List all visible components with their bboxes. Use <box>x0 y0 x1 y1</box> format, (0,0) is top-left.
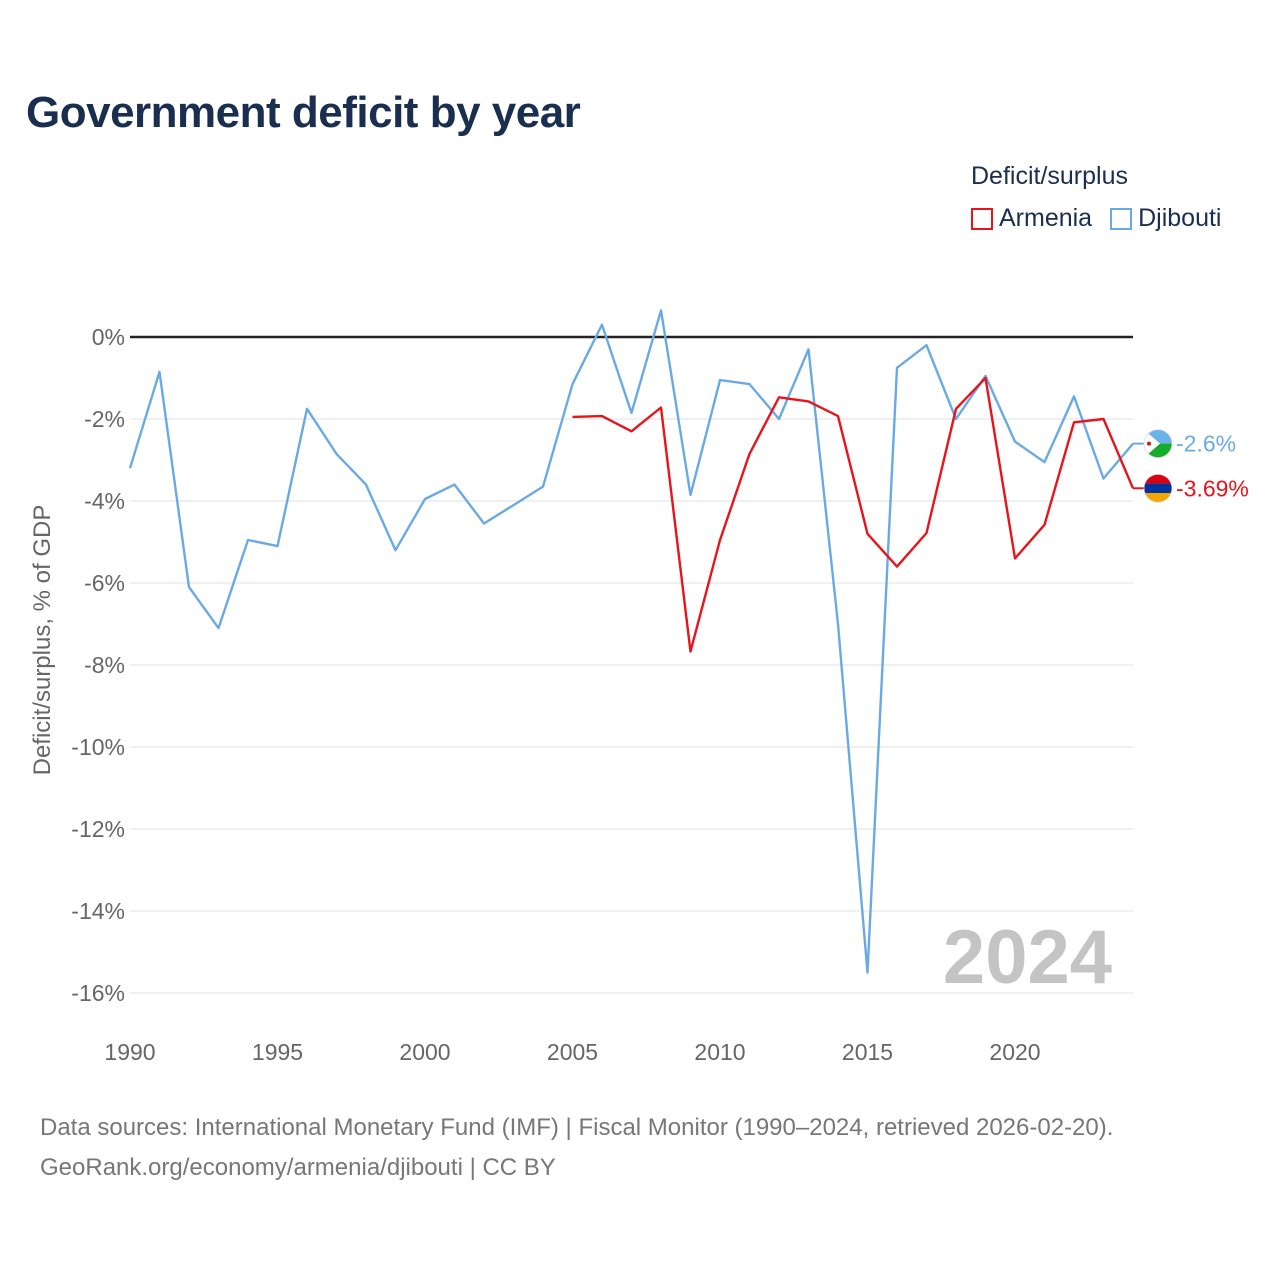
data-sources: Data sources: International Monetary Fun… <box>40 1108 1113 1188</box>
x-tick-labels: 1990 1995 2000 2005 2010 2015 2020 <box>104 1039 1040 1065</box>
chart-title: Government deficit by year <box>26 88 581 137</box>
x-tick-label: 1995 <box>252 1039 303 1065</box>
legend-title: Deficit/surplus <box>971 162 1128 190</box>
end-value-label-djibouti: -2.6% <box>1176 431 1236 457</box>
series-line-armenia <box>572 376 1135 653</box>
series-lines <box>128 309 1135 974</box>
legend-label-armenia: Armenia <box>999 204 1093 232</box>
gridlines <box>130 335 1133 994</box>
y-tick-label: -2% <box>84 406 125 432</box>
legend-item-djibouti[interactable]: Djibouti <box>1110 204 1221 233</box>
x-tick-label: 2020 <box>989 1039 1040 1065</box>
y-tick-label: -14% <box>71 898 125 924</box>
year-watermark: 2024 <box>943 915 1112 1000</box>
y-tick-label: -8% <box>84 652 125 678</box>
legend-item-armenia[interactable]: Armenia <box>971 204 1092 233</box>
x-tick-label: 1990 <box>104 1039 155 1065</box>
x-tick-label: 2000 <box>399 1039 450 1065</box>
legend: Armenia Djibouti <box>971 204 1221 233</box>
end-markers: -2.6% -3.69% <box>1133 429 1249 503</box>
flag-marker-djibouti <box>1143 429 1173 459</box>
flag-marker-armenia <box>1143 473 1173 503</box>
y-tick-label: -4% <box>84 488 125 514</box>
legend-swatch-armenia <box>971 207 993 230</box>
y-tick-label: -12% <box>71 816 125 842</box>
y-tick-labels: 0% -2% -4% -6% -8% -10% -12% -14% -16% <box>71 324 125 1006</box>
y-tick-label: -10% <box>71 734 125 760</box>
x-tick-label: 2010 <box>694 1039 745 1065</box>
sources-line-2: GeoRank.org/economy/armenia/djibouti | C… <box>40 1154 556 1181</box>
y-tick-label: -6% <box>84 570 125 596</box>
y-tick-label: -16% <box>71 980 125 1006</box>
series-line-djibouti <box>128 309 1134 974</box>
y-tick-label: 0% <box>92 324 125 350</box>
x-tick-label: 2005 <box>547 1039 598 1065</box>
legend-swatch-djibouti <box>1110 207 1133 230</box>
x-tick-label: 2015 <box>842 1039 893 1065</box>
y-axis-label: Deficit/surplus, % of GDP <box>29 505 56 776</box>
legend-label-djibouti: Djibouti <box>1138 204 1222 232</box>
sources-line-1: Data sources: International Monetary Fun… <box>40 1114 1114 1141</box>
end-value-label-armenia: -3.69% <box>1176 475 1249 501</box>
